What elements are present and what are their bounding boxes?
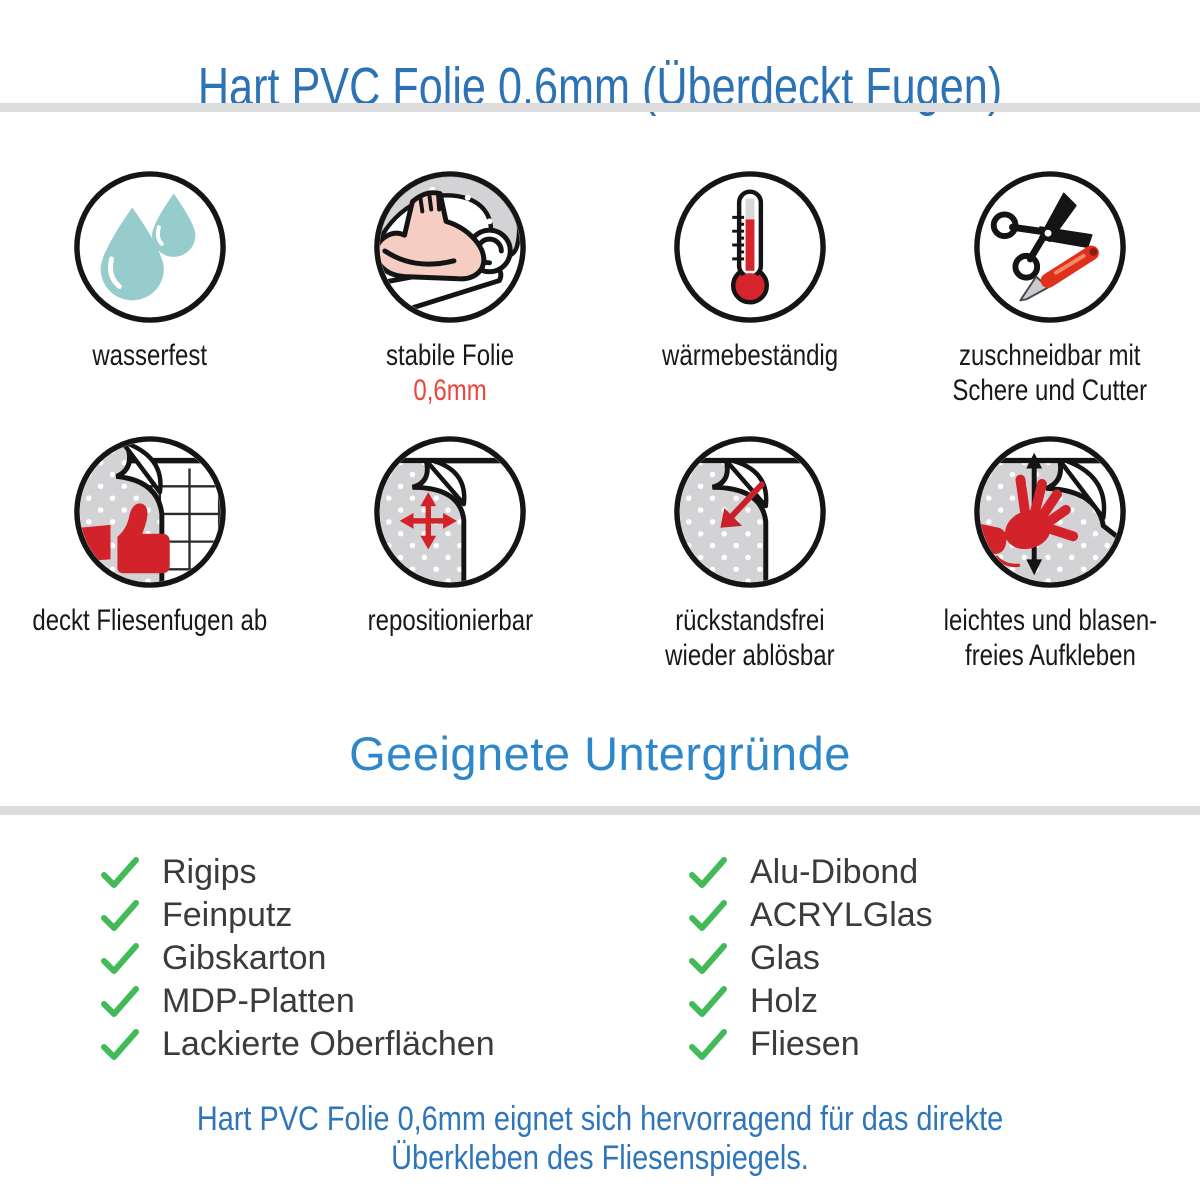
feature-easy-bubble-free: leichtes und blasen- freies Aufkleben [900, 433, 1200, 698]
substrate-item: ACRYLGlas [688, 894, 933, 937]
substrate-item: Gibskarton [100, 937, 495, 980]
check-icon [688, 856, 728, 890]
substrate-label: Fliesen [750, 1025, 860, 1063]
feature-caption: stabile Folie 0,6mm [385, 339, 515, 407]
substrate-label: ACRYLGlas [750, 896, 933, 934]
substrate-item: Holz [688, 980, 933, 1023]
muscle-film-roll-icon [371, 168, 529, 326]
hand-smoothing-film-icon [971, 433, 1129, 591]
substrate-label: Gibskarton [162, 939, 327, 977]
substrate-item: Fliesen [688, 1023, 933, 1066]
substrate-item: Glas [688, 937, 933, 980]
thickness-value: 0,6mm [413, 374, 487, 407]
substrate-label: Lackierte Oberflächen [162, 1025, 495, 1063]
feature-covers-tile-joints: deckt Fliesenfugen ab [0, 433, 300, 698]
check-icon [100, 985, 140, 1019]
check-icon [688, 899, 728, 933]
substrate-list-left: Rigips Feinputz Gibskarton MDP-Platten L… [100, 851, 495, 1066]
water-drops-icon [71, 168, 229, 326]
check-icon [688, 942, 728, 976]
feature-heat-resistant: wärmebeständig [600, 168, 900, 433]
substrate-item: Feinputz [100, 894, 495, 937]
check-icon [100, 899, 140, 933]
substrates-heading: Geeignete Untergründe [349, 727, 851, 780]
feature-caption: wärmebeständig [661, 339, 839, 372]
feature-repositionable: repositionierbar [300, 433, 600, 698]
substrate-item: Lackierte Oberflächen [100, 1023, 495, 1066]
thumb-up-tile-film-icon [71, 433, 229, 591]
substrate-item: Rigips [100, 851, 495, 894]
check-icon [688, 985, 728, 1019]
feature-waterproof: wasserfest [0, 168, 300, 433]
feature-caption: wasserfest [92, 339, 208, 372]
feature-caption: rückstandsfrei wieder ablösbar [665, 604, 835, 672]
feature-cuttable: zuschneidbar mit Schere und Cutter [900, 168, 1200, 433]
feature-caption: deckt Fliesenfugen ab [32, 604, 268, 637]
substrate-label: Feinputz [162, 896, 293, 934]
substrate-item: Alu-Dibond [688, 851, 933, 894]
substrate-label: MDP-Platten [162, 982, 355, 1020]
substrate-label: Glas [750, 939, 820, 977]
substrate-label: Alu-Dibond [750, 853, 919, 891]
peel-arrow-film-icon [671, 433, 829, 591]
divider-bar-top [0, 103, 1200, 112]
move-arrows-film-icon [371, 433, 529, 591]
feature-residue-free-removable: rückstandsfrei wieder ablösbar [600, 433, 900, 698]
substrate-item: MDP-Platten [100, 980, 495, 1023]
scissors-cutter-icon [971, 168, 1129, 326]
features-grid: wasserfest [0, 168, 1200, 698]
check-icon [100, 856, 140, 890]
divider-bar-mid [0, 806, 1200, 815]
thermometer-icon [671, 168, 829, 326]
feature-caption: leichtes und blasen- freies Aufkleben [943, 604, 1157, 672]
substrate-list-right: Alu-Dibond ACRYLGlas Glas Holz Fliesen [688, 851, 933, 1066]
feature-caption: zuschneidbar mit Schere und Cutter [952, 339, 1148, 407]
feature-caption: repositionierbar [367, 604, 533, 637]
substrate-label: Rigips [162, 853, 257, 891]
check-icon [688, 1028, 728, 1062]
check-icon [100, 942, 140, 976]
check-icon [100, 1028, 140, 1062]
feature-stable-film: stabile Folie 0,6mm [300, 168, 600, 433]
footer-note: Hart PVC Folie 0,6mm eignet sich hervorr… [196, 1100, 1004, 1177]
substrate-label: Holz [750, 982, 819, 1020]
